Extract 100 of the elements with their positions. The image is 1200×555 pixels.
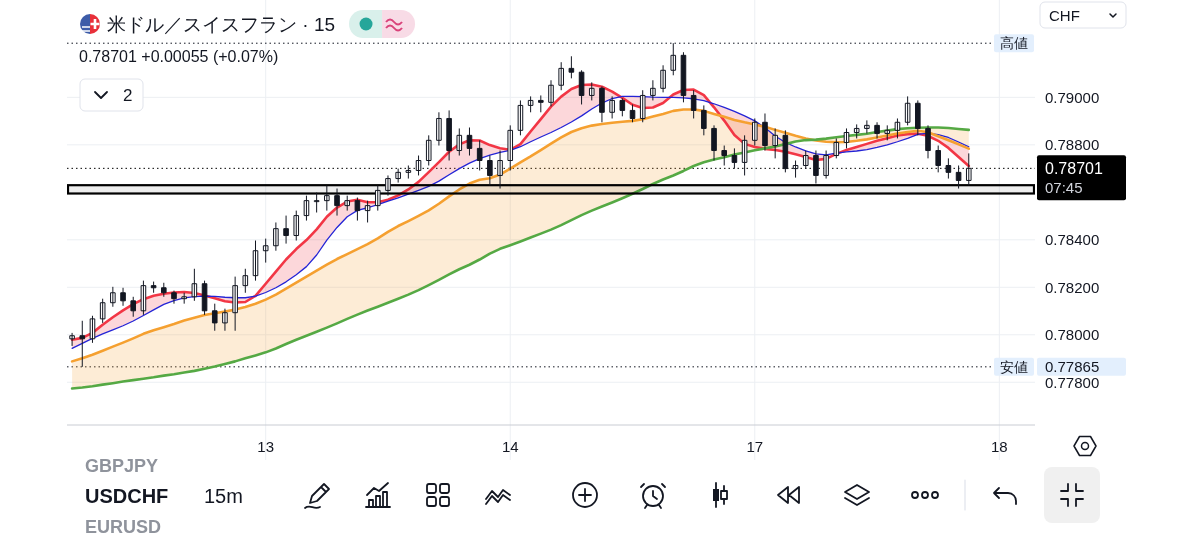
- candlestick: [690, 89, 697, 119]
- candlestick: [935, 145, 941, 173]
- candlestick: [507, 124, 514, 171]
- candlestick: [364, 200, 371, 223]
- candlestick: [517, 99, 524, 136]
- candlestick: [232, 276, 238, 332]
- candlestick: [211, 303, 218, 332]
- candlestick: [171, 290, 177, 305]
- candlestick: [99, 298, 106, 324]
- text: 米ドル／スイスフラン · 15: [107, 13, 336, 35]
- y-tick-label: 0.79000: [1045, 88, 1100, 106]
- candlestick: [609, 95, 615, 119]
- candlestick: [436, 111, 442, 147]
- candlestick: [385, 174, 391, 197]
- candlestick: [701, 104, 707, 136]
- candlestick: [181, 292, 187, 305]
- candlestick: [548, 79, 554, 107]
- candlestick: [853, 123, 860, 139]
- candlestick: [588, 81, 595, 101]
- candlestick: [792, 160, 799, 179]
- candlestick: [578, 69, 585, 105]
- candlestick: [813, 150, 819, 185]
- candlestick: [130, 296, 137, 318]
- candlestick: [415, 155, 422, 176]
- candlestick: [201, 280, 208, 316]
- ref-line-label: 安値: [1000, 358, 1028, 375]
- candlestick: [354, 197, 361, 222]
- candlestick: [69, 332, 75, 347]
- candlestick: [711, 124, 717, 161]
- candlestick: [283, 215, 289, 245]
- candlestick: [527, 95, 534, 113]
- candlestick: [487, 155, 493, 186]
- candlestick: [313, 192, 320, 213]
- y-tick-label: 0.78200: [1045, 278, 1100, 296]
- x-tick-label: 18: [990, 437, 1008, 455]
- y-tick-label: 0.78800: [1045, 136, 1100, 154]
- x-tick-label: 13: [257, 437, 275, 455]
- candlestick: [273, 221, 279, 252]
- candlestick: [802, 150, 809, 170]
- candlestick: [497, 150, 503, 190]
- candlestick: [894, 117, 901, 139]
- candlestick: [538, 94, 544, 113]
- candlestick: [344, 195, 351, 212]
- candlestick: [751, 117, 758, 147]
- candlestick: [242, 268, 249, 294]
- candlestick: [782, 129, 789, 173]
- candlestick: [140, 280, 147, 316]
- candlestick: [874, 121, 880, 139]
- text: USDCHF: [85, 485, 169, 507]
- candlestick: [619, 97, 626, 117]
- candlestick: [558, 61, 564, 91]
- candlestick: [925, 124, 931, 159]
- ref-line-label: 高値: [1000, 35, 1028, 52]
- candlestick: [425, 134, 432, 166]
- candlestick: [904, 95, 911, 126]
- candlestick: [334, 188, 340, 217]
- candlestick: [762, 112, 768, 152]
- y-tick-label: 0.77800: [1045, 373, 1100, 391]
- candlestick: [262, 238, 269, 264]
- text: 0.78701 +0.00055 (+0.07%): [79, 47, 279, 65]
- candlestick: [568, 55, 575, 79]
- candlestick: [660, 64, 666, 93]
- y-tick-label: 0.78400: [1045, 231, 1100, 249]
- candlestick: [965, 152, 972, 186]
- candlestick: [324, 184, 330, 212]
- candlestick: [466, 127, 473, 157]
- candlestick: [374, 184, 381, 212]
- candlestick: [915, 99, 921, 136]
- text: GBPJPY: [85, 456, 159, 476]
- text: CHF: [1049, 6, 1080, 24]
- candlestick: [650, 79, 656, 101]
- candlestick: [823, 150, 829, 180]
- candlestick: [731, 147, 738, 170]
- candlestick: [772, 127, 778, 159]
- candlestick: [110, 286, 116, 308]
- candlestick: [639, 89, 646, 123]
- candlestick: [864, 119, 870, 134]
- candlestick: [843, 127, 850, 149]
- candlestick: [456, 127, 463, 157]
- candlestick: [120, 287, 126, 307]
- candlestick: [150, 281, 157, 294]
- x-tick-label: 14: [501, 437, 519, 455]
- candlestick: [599, 85, 605, 123]
- text: 0.77865: [1045, 358, 1100, 376]
- candlestick: [222, 308, 228, 332]
- candlestick: [191, 268, 198, 302]
- candlestick: [741, 134, 748, 176]
- annotation: 2: [123, 85, 133, 105]
- candlestick: [405, 164, 412, 180]
- candlestick: [446, 109, 452, 161]
- text: EURUSD: [85, 517, 162, 537]
- y-tick-label: 0.78000: [1045, 326, 1100, 344]
- text: 15m: [204, 485, 243, 507]
- text: 07:45: [1045, 178, 1083, 196]
- candlestick: [884, 124, 891, 141]
- ref-line-label: 0.78701: [1045, 159, 1103, 177]
- candlestick: [721, 145, 728, 166]
- candlestick: [161, 282, 167, 298]
- candlestick: [476, 139, 483, 171]
- candlestick: [395, 168, 401, 184]
